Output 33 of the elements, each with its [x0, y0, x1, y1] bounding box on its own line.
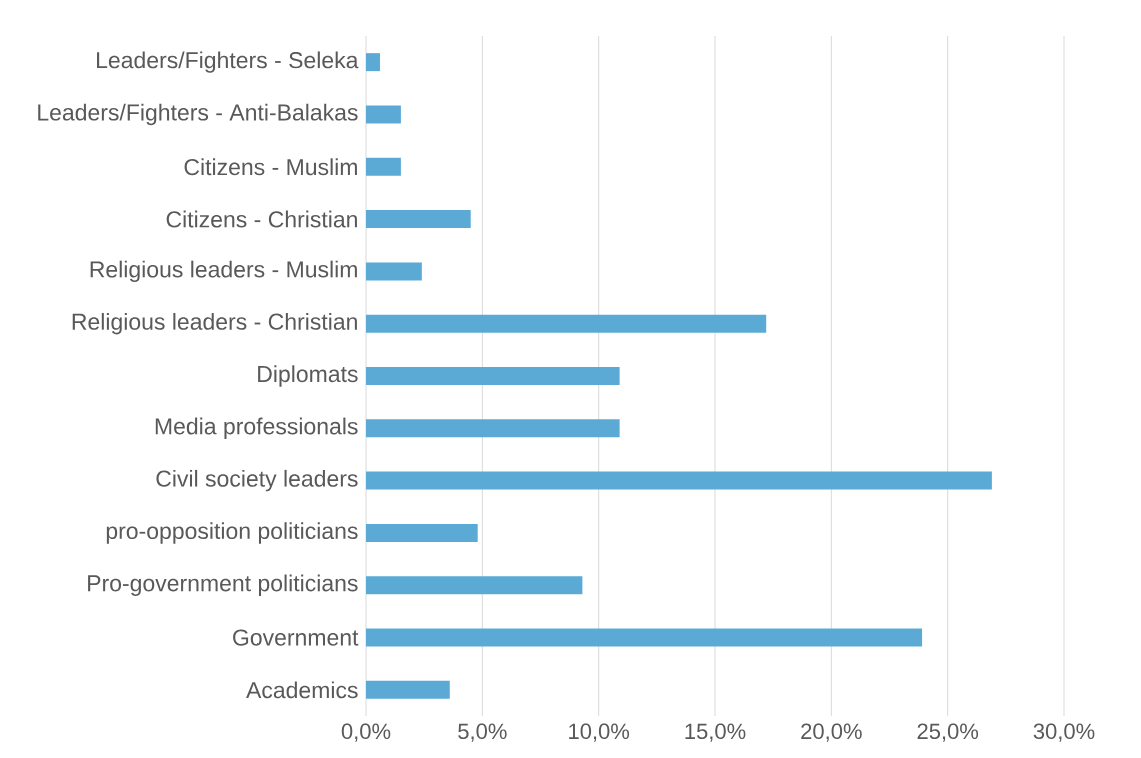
y-tick-label: Leaders/Fighters - Anti-Balakas	[38, 103, 358, 126]
x-tick-label: 30,0%	[1033, 723, 1095, 742]
y-tick-label: Pro-government politicians	[88, 574, 358, 596]
x-tick-label: 0,0%	[341, 723, 391, 742]
bar	[366, 523, 478, 542]
y-tick-label: Government	[233, 629, 359, 646]
y-tick-label: Leaders/Fighters - Seleka	[97, 51, 359, 73]
bar	[366, 366, 620, 385]
bar	[366, 419, 620, 438]
bar	[366, 628, 923, 647]
bar	[366, 105, 401, 124]
x-tick-label: 15,0%	[685, 723, 746, 742]
y-tick-label: Civil society leaders	[156, 469, 358, 492]
y-tick-label: Religious leaders - Muslim	[90, 260, 357, 283]
y-tick-label: pro-opposition politicians	[106, 522, 358, 544]
x-tick-label: 10,0%	[569, 723, 630, 742]
bar	[366, 262, 422, 281]
bar	[366, 53, 380, 72]
bar	[366, 210, 471, 229]
bar	[366, 471, 992, 490]
x-tick-label: 25,0%	[917, 723, 979, 742]
y-tick-label: Media professionals	[155, 417, 358, 440]
y-tick-label: Religious leaders - Christian	[72, 312, 357, 335]
bar	[366, 157, 401, 176]
y-tick-label: Diplomats	[258, 365, 358, 387]
y-tick-label: Citizens - Muslim	[184, 158, 357, 176]
bar	[366, 680, 450, 699]
x-tick-label: 5,0%	[458, 723, 507, 742]
x-tick-label: 20,0%	[801, 723, 862, 742]
bar	[366, 576, 583, 595]
bar	[366, 314, 767, 333]
y-tick-label: Citizens - Christian	[166, 210, 357, 228]
y-tick-label: Academics	[246, 681, 358, 699]
